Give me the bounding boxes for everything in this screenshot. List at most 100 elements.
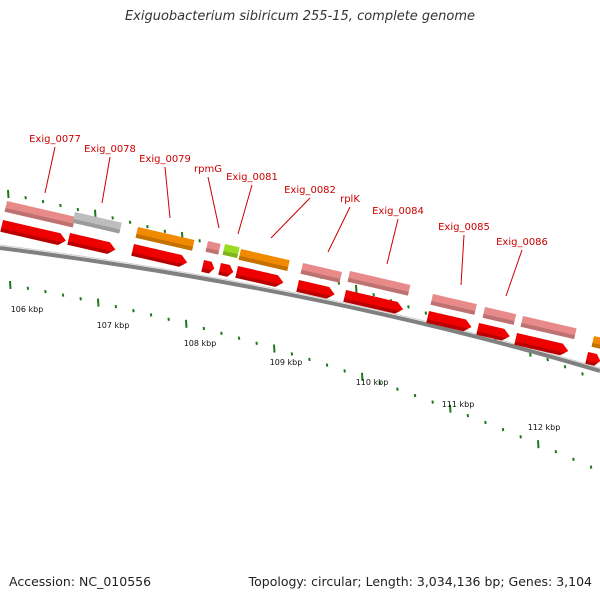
tick-mark xyxy=(114,304,118,309)
gene-exig-0086 xyxy=(482,307,517,325)
gene-bar xyxy=(347,271,411,296)
gene-bar xyxy=(520,316,577,340)
cds-arrow-shape xyxy=(476,323,510,341)
cds-arrow-shade xyxy=(296,288,333,299)
gene-exig-0078 xyxy=(72,212,122,234)
cds-arrow-shade xyxy=(201,268,212,274)
tick-mark xyxy=(255,341,258,345)
tick-mark xyxy=(537,440,540,449)
cds-arrow-shade xyxy=(514,341,566,356)
cds-arrow-shape xyxy=(218,263,234,277)
genome-backbone xyxy=(0,244,600,373)
gene-bar xyxy=(430,293,477,315)
gene-bar-shade xyxy=(238,255,289,271)
cds-arrow-shade xyxy=(0,228,64,245)
tick-mark xyxy=(97,298,100,307)
tick-mark xyxy=(220,331,223,335)
scale-label-text: 106 kbp xyxy=(11,305,44,314)
map-title: Exiguobacterium sibiricum 255-15, comple… xyxy=(124,9,476,24)
gene-bar xyxy=(222,243,240,259)
tick-mark xyxy=(7,189,10,199)
gene-label-text: Exig_0081 xyxy=(226,172,278,183)
scale-label-text: 109 kbp xyxy=(270,358,303,367)
tick-mark xyxy=(94,209,97,218)
cds-arrow-shape xyxy=(585,352,600,366)
tick-mark xyxy=(79,297,82,301)
leader-line xyxy=(101,156,111,204)
cds-arrow xyxy=(67,233,116,254)
tick-mark xyxy=(237,336,241,340)
cds-arrow xyxy=(585,352,600,366)
gene-bar-shade xyxy=(205,247,220,255)
gene-bar xyxy=(135,226,195,251)
tick-mark xyxy=(26,286,30,290)
tick-mark xyxy=(198,239,201,243)
cds-arrow xyxy=(201,260,215,274)
cds-arrow-shape xyxy=(235,266,284,287)
cds-arrow-shape xyxy=(67,233,116,254)
tick-mark xyxy=(111,216,114,220)
gene-label-text: Exig_0086 xyxy=(496,237,548,248)
gene-rpmG xyxy=(205,241,221,255)
cds-arrow-shape xyxy=(426,311,472,332)
gene-label-text: Exig_0077 xyxy=(29,134,81,145)
tick-mark xyxy=(572,457,575,461)
leader-line xyxy=(44,146,56,194)
tick-mark xyxy=(378,381,382,385)
leader-line xyxy=(207,176,220,229)
scale-label-text: 112 kbp xyxy=(528,423,561,432)
tick-mark xyxy=(407,305,410,309)
cds-arrow-shade xyxy=(235,274,281,287)
cds-arrow-shade xyxy=(426,319,469,332)
cds-arrow-shape xyxy=(343,290,404,314)
cds-arrow xyxy=(343,290,404,314)
scale-labels: 106 kbp 107 kbp 108 kbp 109 kbp 110 kbp 111 k… xyxy=(11,305,561,432)
tick-mark xyxy=(563,365,567,369)
gene-bar-shade xyxy=(430,300,476,315)
gene-exig-0087 xyxy=(520,316,577,340)
cds-arrow xyxy=(235,266,284,287)
tick-mark xyxy=(163,229,167,233)
gene-edge-orange xyxy=(591,335,600,349)
tick-mark xyxy=(484,420,487,425)
scale-label-text: 108 kbp xyxy=(184,339,217,348)
tick-mark xyxy=(76,207,80,212)
tick-mark xyxy=(132,309,135,313)
cds-arrow-shape xyxy=(296,280,335,299)
tick-mark xyxy=(24,196,27,200)
scale-label-text: 107 kbp xyxy=(97,321,130,330)
leader-line xyxy=(327,206,351,253)
label-leader-lines xyxy=(44,146,523,297)
gene-label-text: Exig_0078 xyxy=(84,144,136,155)
cds-arrow xyxy=(0,220,66,245)
cds-arrow xyxy=(426,311,472,332)
tick-mark xyxy=(546,357,549,362)
gene-bar xyxy=(205,241,221,255)
gene-exig-0082 xyxy=(238,248,290,271)
accession-text: Accession: NC_010556 xyxy=(9,574,152,589)
tick-mark xyxy=(185,319,188,328)
gene-bar xyxy=(300,263,342,283)
gene-features xyxy=(0,201,600,366)
gene-bar-shade xyxy=(520,322,576,340)
gene-exig-0077 xyxy=(4,201,76,228)
cds-arrow-shape xyxy=(131,244,188,267)
tick-mark xyxy=(167,317,170,321)
gene-exig-0079 xyxy=(135,226,195,251)
gene-bar xyxy=(238,248,290,271)
gene-exig-0084 xyxy=(347,271,411,296)
cds-arrow xyxy=(514,333,569,356)
gene-bar-shade xyxy=(4,207,74,228)
tick-mark xyxy=(372,293,375,297)
cds-arrow xyxy=(476,323,510,341)
gene-bar-shade xyxy=(482,313,515,325)
cds-arrow-shade xyxy=(67,241,113,254)
gene-bar xyxy=(591,335,600,349)
backbone-line xyxy=(0,246,600,373)
tick-mark xyxy=(501,427,505,432)
backbone-highlight xyxy=(0,244,600,369)
tick-mark xyxy=(396,387,399,391)
tick-mark xyxy=(149,313,153,317)
tick-mark xyxy=(202,326,206,331)
